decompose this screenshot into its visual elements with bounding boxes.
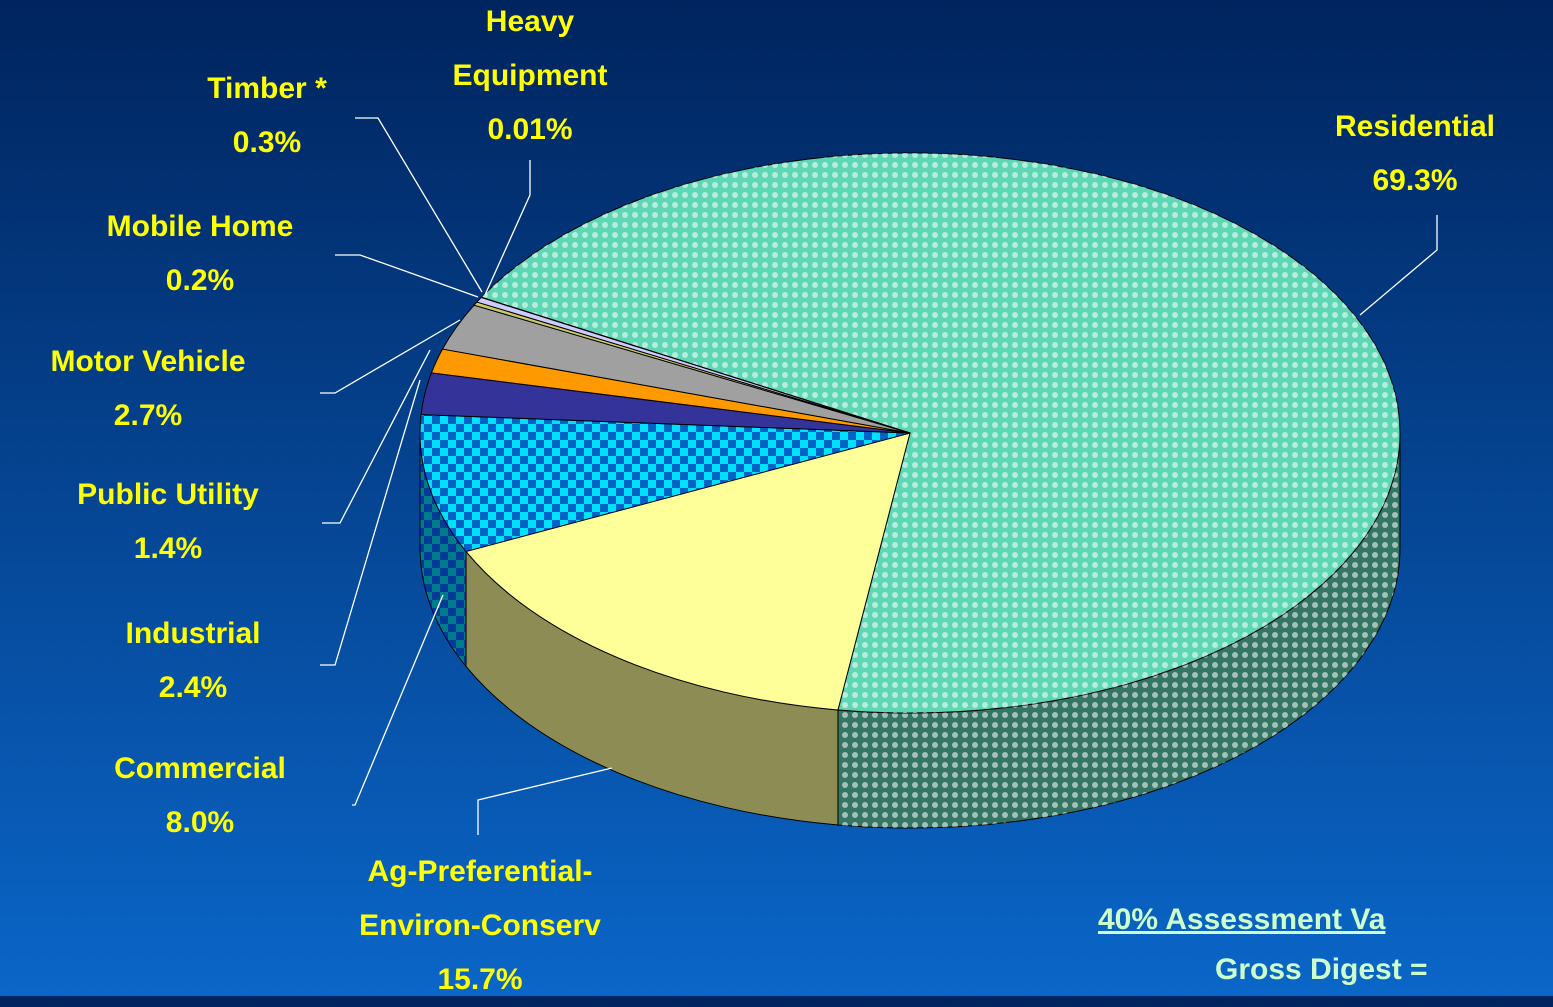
- value-label: 69.3%: [1372, 164, 1458, 197]
- leader-line: [320, 379, 421, 666]
- value-label: 2.4%: [158, 671, 228, 704]
- category-label: Public Utility: [77, 478, 259, 511]
- annotation: Gross Digest =: [1215, 953, 1428, 986]
- pie-slice-pattern: [481, 153, 1400, 714]
- slice-label: Industrial 2.4%: [23, 607, 363, 715]
- category-label: Mobile Home: [106, 210, 294, 243]
- category-label: Industrial: [125, 617, 261, 650]
- leader-line: [335, 254, 479, 298]
- leader-line: [320, 319, 461, 394]
- pie-side-pattern: [420, 433, 467, 667]
- slice-label: Public Utility 1.4%: [0, 468, 338, 576]
- category-label: Timber *: [207, 72, 327, 105]
- slice-label: Heavy Equipment 0.01%: [420, 0, 640, 157]
- value-label: 0.3%: [232, 126, 302, 159]
- leader-line: [352, 594, 444, 806]
- slice-label: Ag-Preferential-Environ-Conserv 15.7%: [310, 845, 650, 1007]
- slice-label: Mobile Home 0.2%: [30, 200, 370, 308]
- pie-slice-pattern: [419, 414, 910, 552]
- leader-line: [322, 349, 431, 524]
- annotation: 40% Assessment Va: [1098, 903, 1386, 936]
- leader-line: [1359, 215, 1438, 316]
- slice-label: Motor Vehicle 2.7%: [0, 335, 318, 443]
- pie-side-pattern: [837, 433, 1400, 829]
- category-label: Commercial: [114, 752, 286, 785]
- slice-label: Residential 69.3%: [1245, 100, 1553, 208]
- slice-label: Commercial 8.0%: [30, 742, 370, 850]
- value-label: 2.7%: [113, 399, 183, 432]
- category-label: Ag-Preferential-Environ-Conserv: [359, 855, 601, 942]
- value-label: 8.0%: [165, 806, 235, 839]
- leader-line: [477, 767, 613, 835]
- leader-line: [484, 160, 531, 296]
- category-label: Motor Vehicle: [50, 345, 246, 378]
- category-label: Residential: [1334, 110, 1496, 143]
- leader-line: [355, 117, 483, 293]
- value-label: 15.7%: [437, 963, 523, 996]
- value-label: 1.4%: [133, 532, 203, 565]
- value-label: 0.2%: [165, 264, 235, 297]
- pie-slice: [465, 432, 911, 711]
- category-label: Heavy Equipment: [452, 5, 608, 92]
- value-label: 0.01%: [487, 113, 573, 146]
- slice-label: Timber * 0.3%: [97, 62, 437, 170]
- pie-slice: [480, 296, 911, 434]
